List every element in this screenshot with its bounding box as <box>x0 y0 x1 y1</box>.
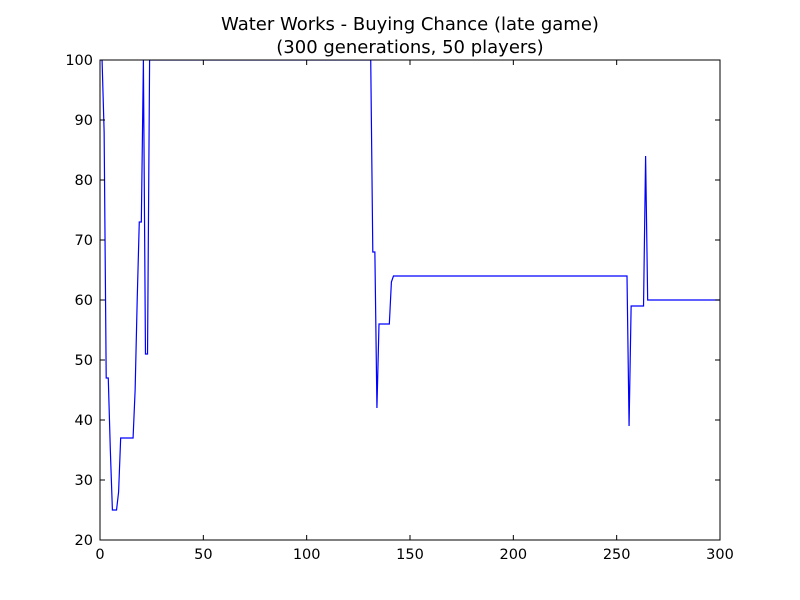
x-tick-label: 150 <box>396 547 424 563</box>
y-tick-label: 20 <box>75 533 93 549</box>
x-tick-label: 300 <box>706 547 734 563</box>
y-tick-label: 60 <box>75 293 93 309</box>
x-tick-label: 200 <box>499 547 527 563</box>
plot-area <box>100 60 720 540</box>
axes: 0 50 100 150 200 250 300 20 30 40 50 60 70 80 90 100 <box>65 53 734 563</box>
x-tick-label: 100 <box>293 547 321 563</box>
x-tick-label: 0 <box>95 547 104 563</box>
y-tick-label: 40 <box>75 413 93 429</box>
series-line-0 <box>100 60 720 511</box>
y-tick-label: 80 <box>75 173 93 189</box>
series-layer <box>100 60 720 511</box>
plot-background <box>100 60 720 540</box>
chart-title: Water Works - Buying Chance (late game) <box>221 14 599 35</box>
y-tick-label: 100 <box>65 53 93 69</box>
y-tick-label: 90 <box>75 113 93 129</box>
x-tick-label: 50 <box>194 547 212 563</box>
chart-subtitle: (300 generations, 50 players) <box>276 37 543 58</box>
x-tick-label: 250 <box>603 547 631 563</box>
y-tick-label: 30 <box>75 473 93 489</box>
y-tick-label: 50 <box>75 353 93 369</box>
y-tick-label: 70 <box>75 233 93 249</box>
